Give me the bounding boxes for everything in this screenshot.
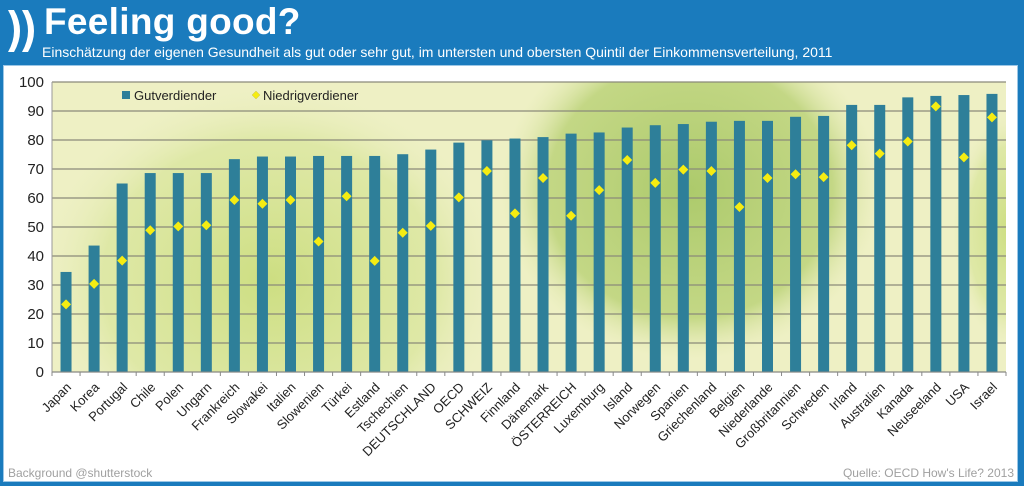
x-tick-label: Japan xyxy=(38,380,74,416)
marker-neuseeland xyxy=(930,101,941,112)
oecd-chevrons-icon xyxy=(8,10,34,52)
marker-tschechien xyxy=(397,227,408,238)
bar-schweiz xyxy=(481,140,493,372)
source-note: Quelle: OECD How's Life? 2013 xyxy=(842,466,1014,480)
marker-israel xyxy=(986,112,997,123)
bar-österreich xyxy=(565,133,577,372)
marker-schweiz xyxy=(481,166,492,177)
bar-usa xyxy=(958,95,970,373)
y-tick-label: 10 xyxy=(27,335,44,352)
y-tick-label: 40 xyxy=(27,248,44,265)
marker-finnland xyxy=(509,208,520,219)
marker-polen xyxy=(173,221,184,232)
bar-israel xyxy=(986,93,998,372)
marker-chile xyxy=(145,225,156,236)
y-tick-label: 100 xyxy=(19,74,44,91)
bar-frankreich xyxy=(228,159,240,372)
chart-title: Feeling good? xyxy=(44,1,301,42)
x-tick-label: USA xyxy=(943,379,973,409)
bar-tschechien xyxy=(397,154,409,372)
marker-oecd xyxy=(453,192,464,203)
marker-island xyxy=(622,155,633,166)
bar-kanada xyxy=(902,97,914,373)
marker-schweden xyxy=(818,172,829,183)
bar-polen xyxy=(172,173,184,372)
legend-swatch-gutverdiender xyxy=(122,91,130,99)
bar-spanien xyxy=(677,124,689,372)
y-tick-label: 80 xyxy=(27,132,44,149)
marker-norwegen xyxy=(650,177,661,188)
marker-australien xyxy=(874,148,885,159)
x-axis xyxy=(51,371,1007,376)
marker-großbritannien xyxy=(790,169,801,180)
bar-belgien xyxy=(733,120,745,372)
marker-frankreich xyxy=(229,195,240,206)
marker-usa xyxy=(958,152,969,163)
x-tick-label: Chile xyxy=(127,380,159,412)
bar-deutschland xyxy=(425,149,437,372)
bar-island xyxy=(621,127,633,372)
y-tick-label: 20 xyxy=(27,306,44,323)
y-tick-label: 50 xyxy=(27,219,44,236)
marker-estland xyxy=(369,255,380,266)
y-tick-label: 90 xyxy=(27,103,44,120)
legend-label-niedrigverdiener: Niedrigverdiener xyxy=(263,88,359,103)
bar-türkei xyxy=(341,155,353,372)
marker-spanien xyxy=(678,164,689,175)
chart-subtitle: Einschätzung der eigenen Gesundheit als … xyxy=(42,44,833,60)
marker-ungarn xyxy=(201,220,212,231)
bar-griechenland xyxy=(705,121,717,372)
marker-slowakei xyxy=(257,198,268,209)
marker-dänemark xyxy=(538,172,549,183)
bar-korea xyxy=(88,245,100,372)
marker-deutschland xyxy=(425,220,436,231)
marker-irland xyxy=(846,140,857,151)
marker-portugal xyxy=(117,255,128,266)
bar-japan xyxy=(60,271,72,372)
marker-kanada xyxy=(902,136,913,147)
bar-slowakei xyxy=(256,156,268,372)
bar-norwegen xyxy=(649,125,661,373)
marker-niederlande xyxy=(762,172,773,183)
marker-griechenland xyxy=(706,166,717,177)
bar-neuseeland xyxy=(930,95,942,373)
bar-oecd xyxy=(453,142,465,372)
bar-finnland xyxy=(509,138,521,372)
marker-österreich xyxy=(566,210,577,221)
bar-chile xyxy=(144,173,156,372)
marker-slowenien xyxy=(313,236,324,247)
marker-türkei xyxy=(341,191,352,202)
y-axis-ticks: 0 10 20 30 40 50 60 70 80 90 100 xyxy=(19,74,44,381)
bar-luxemburg xyxy=(593,132,605,372)
y-tick-label: 0 xyxy=(36,364,44,381)
x-axis-labels: JapanKoreaPortugalChilePolenUngarnFrankr… xyxy=(38,379,1000,459)
y-tick-label: 30 xyxy=(27,277,44,294)
marker-korea xyxy=(89,278,100,289)
bar-dänemark xyxy=(537,137,549,372)
legend-swatch-niedrigverdiener xyxy=(251,90,261,100)
marker-series-niedrigverdiener xyxy=(61,101,997,310)
bar-schweden xyxy=(818,115,830,373)
bar-ungarn xyxy=(200,173,212,372)
y-tick-label: 70 xyxy=(27,161,44,178)
legend: Gutverdiender Niedrigverdiener xyxy=(122,88,359,103)
bar-australien xyxy=(874,104,886,372)
bar-portugal xyxy=(116,183,128,372)
marker-japan xyxy=(61,299,72,310)
background-credit: Background @shutterstock xyxy=(8,466,153,480)
legend-label-gutverdiender: Gutverdiender xyxy=(134,88,217,103)
bar-niederlande xyxy=(762,120,773,372)
marker-luxemburg xyxy=(594,185,605,196)
x-tick-label: Israel xyxy=(967,379,1000,412)
bar-italien xyxy=(285,156,296,372)
marker-italien xyxy=(285,195,296,206)
bar-irland xyxy=(846,104,858,372)
marker-belgien xyxy=(734,201,745,212)
bar-slowenien xyxy=(313,155,325,372)
y-tick-label: 60 xyxy=(27,190,44,207)
header-band: Feeling good? Einschätzung der eigenen G… xyxy=(0,0,1024,64)
bar-großbritannien xyxy=(790,116,802,372)
